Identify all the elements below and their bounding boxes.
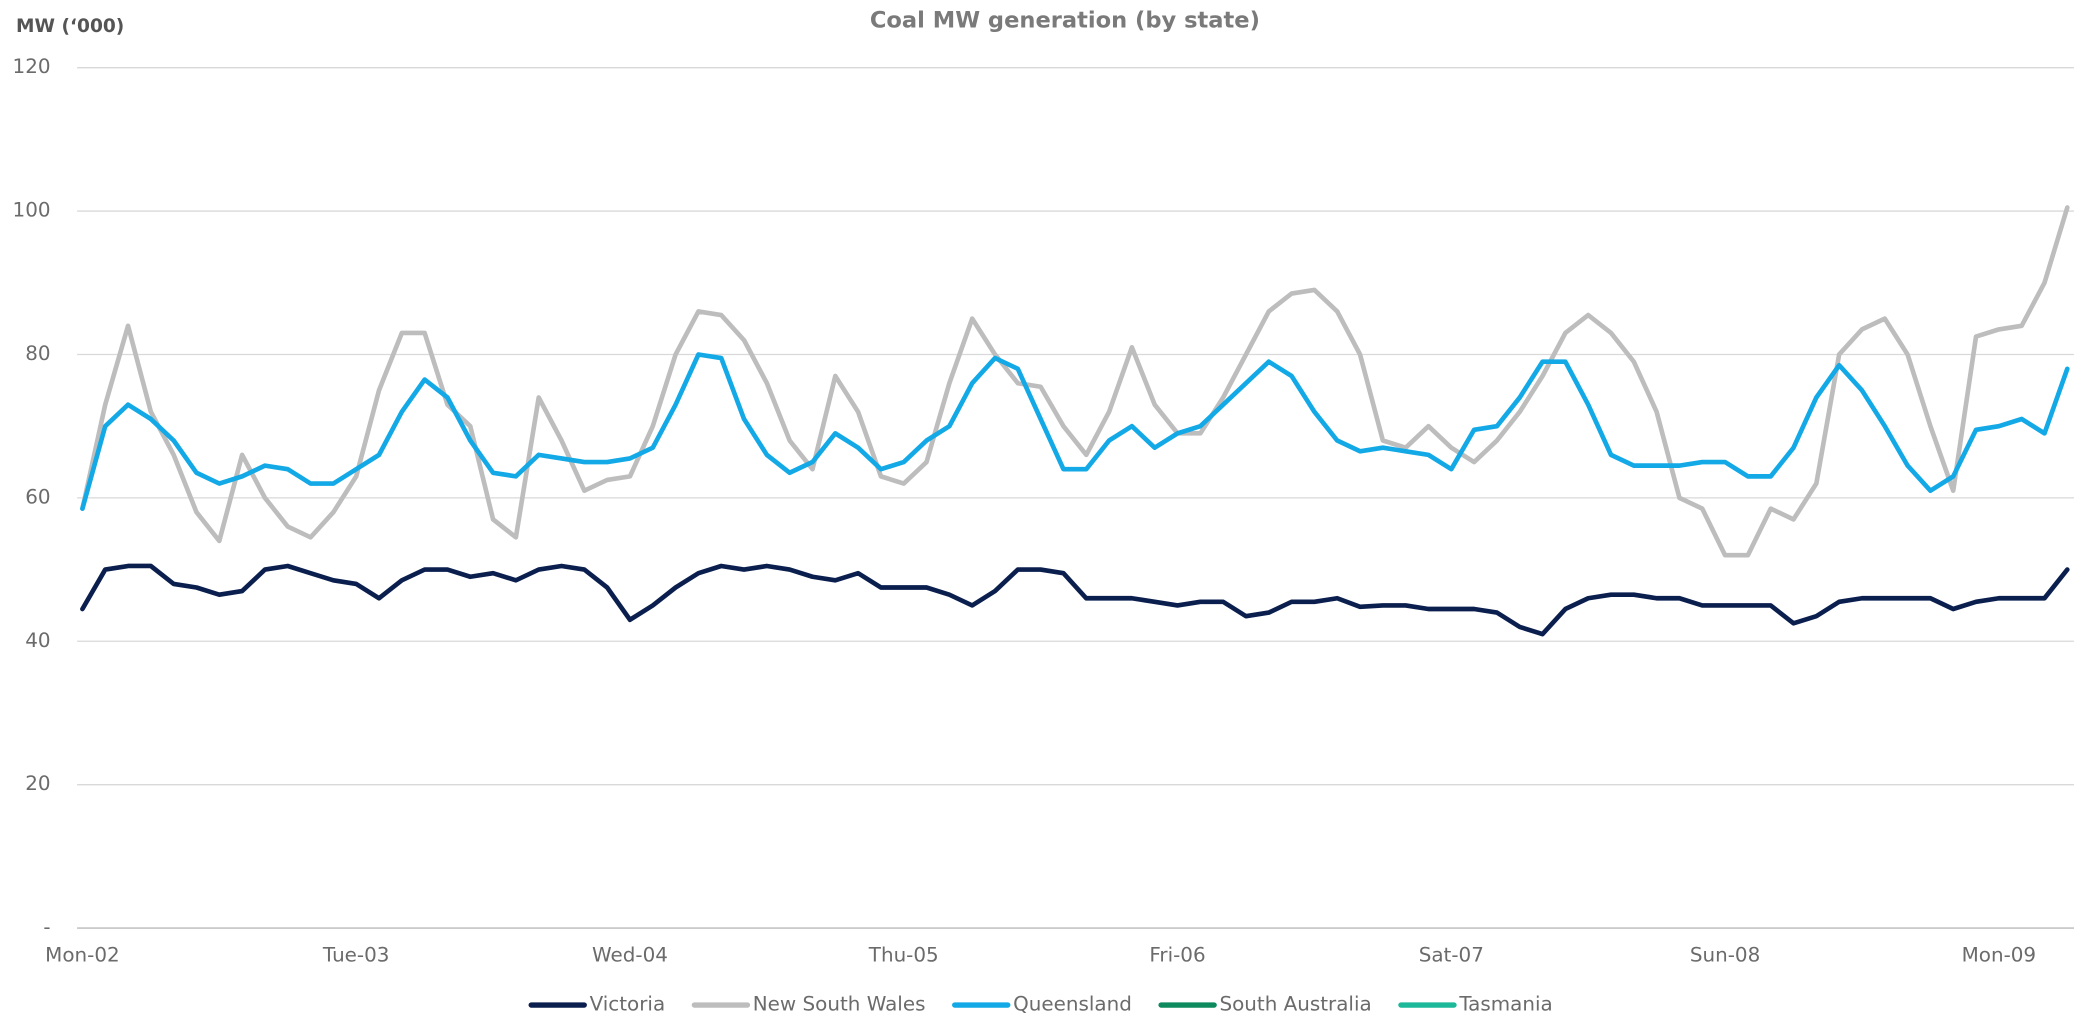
series-line [80, 563, 2070, 637]
legend-label: Victoria [590, 993, 666, 1016]
series-line [80, 352, 2070, 511]
chart-title: Coal MW generation (by state) [870, 8, 1260, 34]
y-tick-label: 60 [25, 485, 50, 508]
legend-label: New South Wales [753, 993, 926, 1016]
y-axis-label: MW (‘000) [16, 16, 124, 37]
y-tick-label: 100 [13, 199, 51, 222]
x-tick-label: Mon-02 [45, 943, 119, 966]
y-tick-label: 40 [25, 629, 50, 652]
x-tick-label: Mon-09 [1962, 943, 2036, 966]
x-tick-label: Sun-08 [1690, 943, 1760, 966]
y-tick-label: - [43, 916, 50, 939]
x-tick-label: Thu-05 [868, 943, 939, 966]
y-tick-label: 80 [25, 342, 50, 365]
series-line [80, 205, 2070, 558]
x-tick-label: Tue-03 [322, 943, 390, 966]
y-tick-label: 120 [13, 55, 51, 78]
x-tick-label: Fri-06 [1149, 943, 1205, 966]
y-tick-label: 20 [25, 772, 50, 795]
legend-label: South Australia [1219, 993, 1371, 1016]
legend-label: Queensland [1013, 993, 1132, 1016]
x-tick-label: Sat-07 [1419, 943, 1484, 966]
x-tick-label: Wed-04 [592, 943, 668, 966]
legend-label: Tasmania [1458, 993, 1552, 1016]
